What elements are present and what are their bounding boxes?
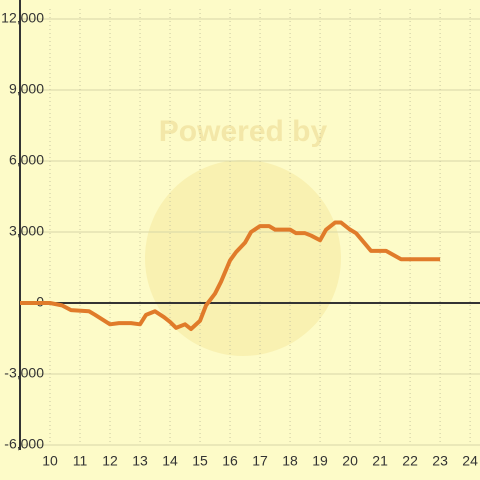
x-tick-label: 13 (132, 453, 148, 469)
y-tick-label: -3,000 (4, 365, 44, 381)
x-tick-label: 20 (342, 453, 358, 469)
y-tick-label: 12,000 (1, 10, 44, 26)
x-tick-label: 23 (432, 453, 448, 469)
x-tick-label: 21 (372, 453, 388, 469)
x-tick-label: 12 (102, 453, 118, 469)
x-tick-label: 19 (312, 453, 328, 469)
x-tick-label: 14 (162, 453, 178, 469)
x-tick-label: 17 (252, 453, 268, 469)
y-tick-label: -6,000 (4, 436, 44, 452)
data-line (20, 220, 441, 332)
y-tick-label: 9,000 (9, 81, 44, 97)
y-tick-label: 6,000 (9, 152, 44, 168)
x-tick-label: 10 (42, 453, 58, 469)
x-tick-label: 22 (402, 453, 418, 469)
x-tick-label: 24 (462, 453, 478, 469)
y-tick-label: 3,000 (9, 223, 44, 239)
x-tick-label: 18 (282, 453, 298, 469)
x-tick-label: 11 (73, 453, 88, 469)
x-tick-label: 15 (192, 453, 208, 469)
watermark: Powered by (159, 115, 328, 148)
x-tick-label: 16 (222, 453, 238, 469)
watermark-logo (145, 160, 341, 356)
